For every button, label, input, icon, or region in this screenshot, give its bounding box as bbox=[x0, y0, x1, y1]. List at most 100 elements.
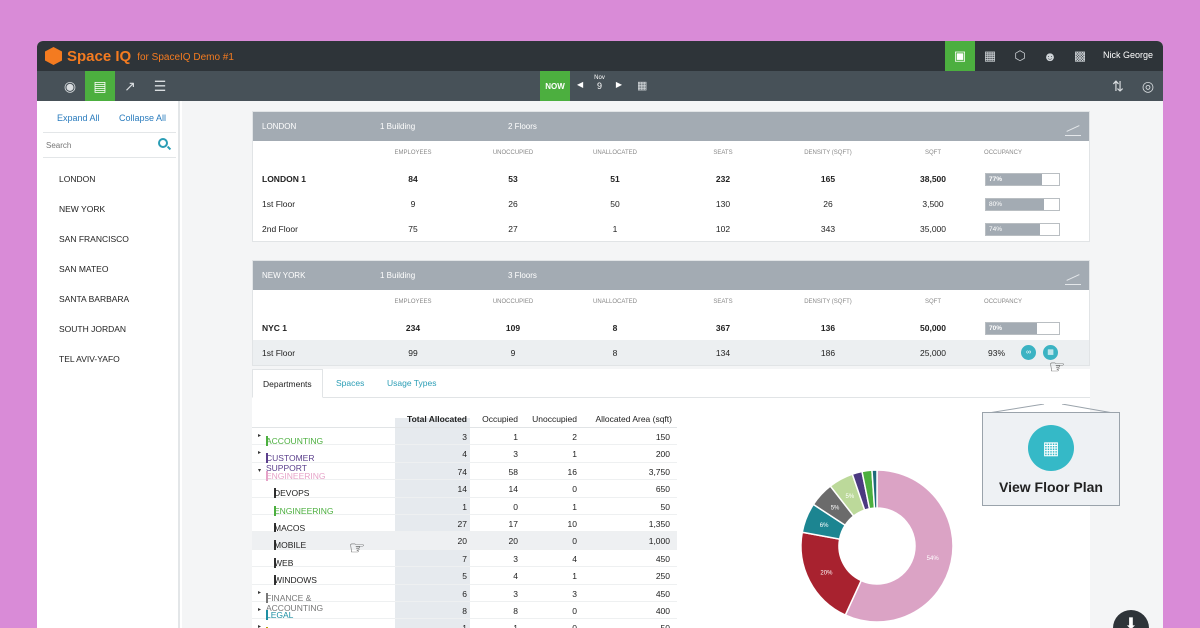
department-label: ENGINEERING bbox=[274, 505, 334, 516]
department-row[interactable]: ▸ CUSTOMER SUPPORT 4 3 1 200 bbox=[252, 445, 677, 473]
department-rows: ▸ ACCOUNTING 3 1 2 150 ▸ CUSTOMER SUPPORT 4 3 1 200… bbox=[252, 428, 677, 628]
floor-row[interactable]: 1st Floor 99 9 8 134 186 25,000 93% ∞ ▦ bbox=[253, 340, 1089, 365]
trend-chart-icon[interactable] bbox=[1065, 122, 1081, 136]
building-count: 1 Building bbox=[380, 271, 416, 280]
floor-row[interactable]: 1st Floor 9 26 50 130 26 3,500 80% bbox=[253, 191, 1089, 216]
department-row[interactable]: ENGINEERING 1 0 1 50 bbox=[252, 498, 677, 516]
department-row[interactable]: WINDOWS 5 4 1 250 bbox=[252, 567, 677, 586]
department-row[interactable]: MOBILE 20 20 0 1,000 bbox=[252, 532, 677, 551]
cell-area: 50 bbox=[660, 501, 670, 512]
cell-occupied: 14 bbox=[508, 484, 518, 495]
expand-caret-icon[interactable]: ▸ bbox=[258, 433, 262, 439]
cell-employees: 75 bbox=[408, 224, 418, 234]
department-label: WINDOWS bbox=[274, 575, 317, 586]
collapse-all-link[interactable]: Collapse All bbox=[119, 113, 167, 123]
cell-total: 8 bbox=[462, 605, 467, 616]
department-row[interactable]: ▾ ENGINEERING 74 58 16 3,750 bbox=[252, 463, 677, 481]
building-row[interactable]: NYC 1 234 109 8 367 136 50,000 70% bbox=[253, 315, 1089, 340]
date-picker[interactable]: ◀ Nov 9 ▶ bbox=[577, 74, 622, 98]
department-row[interactable]: ▸ FINANCE & ACCOUNTING 6 3 3 450 bbox=[252, 585, 677, 613]
list-view-icon[interactable]: ▤ bbox=[85, 71, 115, 101]
report-icon[interactable]: ☰ bbox=[153, 77, 167, 94]
london-card-header[interactable]: LONDON 1 Building 2 Floors bbox=[253, 112, 1089, 141]
location-item[interactable]: NEW YORK bbox=[59, 204, 106, 214]
floor-row[interactable]: 2nd Floor 75 27 1 102 343 35,000 74% bbox=[253, 216, 1089, 241]
cell-unallocated: 50 bbox=[610, 199, 620, 209]
donut-slice[interactable] bbox=[844, 469, 954, 623]
expand-caret-icon[interactable]: ▸ bbox=[258, 624, 262, 628]
calendar-icon[interactable]: ▦ bbox=[637, 80, 648, 92]
location-sidebar: Expand All Collapse All LONDON NEW YORK … bbox=[37, 101, 180, 628]
trend-chart-icon[interactable] bbox=[1065, 271, 1081, 285]
department-row[interactable]: DEVOPS 14 14 0 650 bbox=[252, 480, 677, 499]
prev-day-icon[interactable]: ◀ bbox=[577, 80, 584, 89]
cell-area: 450 bbox=[655, 588, 670, 599]
location-pin-icon[interactable]: ◉ bbox=[63, 77, 77, 94]
location-item[interactable]: TEL AVIV-YAFO bbox=[59, 354, 120, 364]
expand-caret-icon[interactable]: ▾ bbox=[258, 467, 262, 474]
location-item[interactable]: LONDON bbox=[59, 174, 96, 184]
cell-sqft: 38,500 bbox=[920, 174, 946, 184]
occupancy-bar: 70% bbox=[985, 322, 1060, 335]
expand-caret-icon[interactable]: ▸ bbox=[258, 450, 262, 457]
main-content: LONDON 1 Building 2 Floors EMPLOYEES UNO… bbox=[182, 101, 1163, 628]
expand-caret-icon[interactable]: ▸ bbox=[258, 606, 262, 613]
color-stripe bbox=[274, 575, 276, 586]
next-day-icon[interactable]: ▶ bbox=[615, 80, 622, 89]
department-row[interactable]: MACOS 27 17 10 1,350 bbox=[252, 515, 677, 533]
trend-icon[interactable]: ↗ bbox=[124, 77, 136, 94]
expand-all-link[interactable]: Expand All bbox=[57, 113, 100, 123]
cell-total: 3 bbox=[462, 432, 467, 442]
cell-area: 250 bbox=[655, 571, 670, 582]
building-count: 1 Building bbox=[380, 122, 416, 131]
departments-panel: Total Allocated Occupied Unoccupied Allo… bbox=[252, 398, 1090, 628]
cube-icon[interactable]: ⬡ bbox=[1014, 48, 1026, 63]
department-row[interactable]: ▸ ACCOUNTING 3 1 2 150 bbox=[252, 428, 677, 446]
location-item[interactable]: SANTA BARBARA bbox=[59, 294, 130, 304]
slice-label: 6% bbox=[820, 523, 829, 529]
occupancy-fill: 74% bbox=[986, 224, 1041, 235]
globe-icon[interactable]: ◎ bbox=[1141, 77, 1155, 94]
cell-area: 650 bbox=[655, 484, 670, 495]
cell-density: 26 bbox=[823, 199, 833, 209]
brand-logo[interactable]: Space IQ for SpaceIQ Demo #1 bbox=[45, 47, 234, 65]
floor-plan-icon[interactable]: ▦ bbox=[1043, 345, 1058, 360]
tab-usage-types[interactable]: Usage Types bbox=[387, 378, 437, 388]
search-input[interactable] bbox=[43, 133, 148, 157]
color-stripe bbox=[266, 453, 268, 464]
view-floor-plan-popup[interactable]: ▦ View Floor Plan bbox=[982, 412, 1120, 506]
location-item[interactable]: SAN FRANCISCO bbox=[59, 234, 129, 244]
user-name[interactable]: Nick George bbox=[1103, 50, 1154, 60]
analytics-nav-icon[interactable]: ▣ bbox=[945, 41, 975, 71]
tab-spaces[interactable]: Spaces bbox=[336, 378, 365, 388]
top-bar: Space IQ for SpaceIQ Demo #1 ▣ ▦ ⬡ ☻ ▩ N… bbox=[37, 41, 1163, 71]
col-total-allocated: Total Allocated bbox=[407, 414, 467, 424]
tab-departments[interactable]: Departments bbox=[252, 369, 323, 398]
cell-area: 50 bbox=[582, 623, 670, 628]
bar-chart-icon[interactable]: ▩ bbox=[1073, 48, 1087, 63]
department-row[interactable]: WEB 7 3 4 450 bbox=[252, 550, 677, 568]
cell-density: 343 bbox=[820, 224, 836, 234]
location-item[interactable]: SOUTH JORDAN bbox=[59, 324, 127, 334]
search-icon[interactable] bbox=[158, 138, 168, 148]
building-icon[interactable]: ▦ bbox=[983, 48, 997, 63]
department-row[interactable]: ▸ LEGAL 8 8 0 400 bbox=[252, 602, 677, 620]
cell-unallocated: 8 bbox=[612, 348, 618, 358]
occupancy-fill: 70% bbox=[986, 323, 1038, 334]
scroll-down-button[interactable]: ⬇ bbox=[1113, 610, 1149, 628]
location-item[interactable]: SAN MATEO bbox=[59, 264, 109, 274]
building-row[interactable]: LONDON 1 84 53 51 232 165 38,500 77% bbox=[253, 166, 1089, 191]
cell-unoccupied: 10 bbox=[567, 518, 577, 529]
user-icon[interactable]: ☻ bbox=[1043, 48, 1057, 64]
expand-caret-icon[interactable]: ▸ bbox=[258, 589, 262, 596]
donut-slice[interactable] bbox=[871, 469, 878, 509]
floor-stack-icon[interactable]: ⇅ bbox=[1112, 77, 1124, 94]
cell-occupied: 0 bbox=[513, 501, 518, 512]
link-icon[interactable]: ∞ bbox=[1021, 345, 1036, 360]
col-occupancy: OCCUPANCY bbox=[984, 299, 1022, 305]
cell-total: 4 bbox=[462, 449, 467, 460]
cell-unallocated: 1 bbox=[612, 224, 618, 234]
newyork-card-header[interactable]: NEW YORK 1 Building 3 Floors bbox=[253, 261, 1089, 290]
department-row[interactable]: ▸OPERATION SERVICES11050 bbox=[252, 619, 677, 628]
now-button[interactable]: NOW bbox=[540, 71, 570, 101]
